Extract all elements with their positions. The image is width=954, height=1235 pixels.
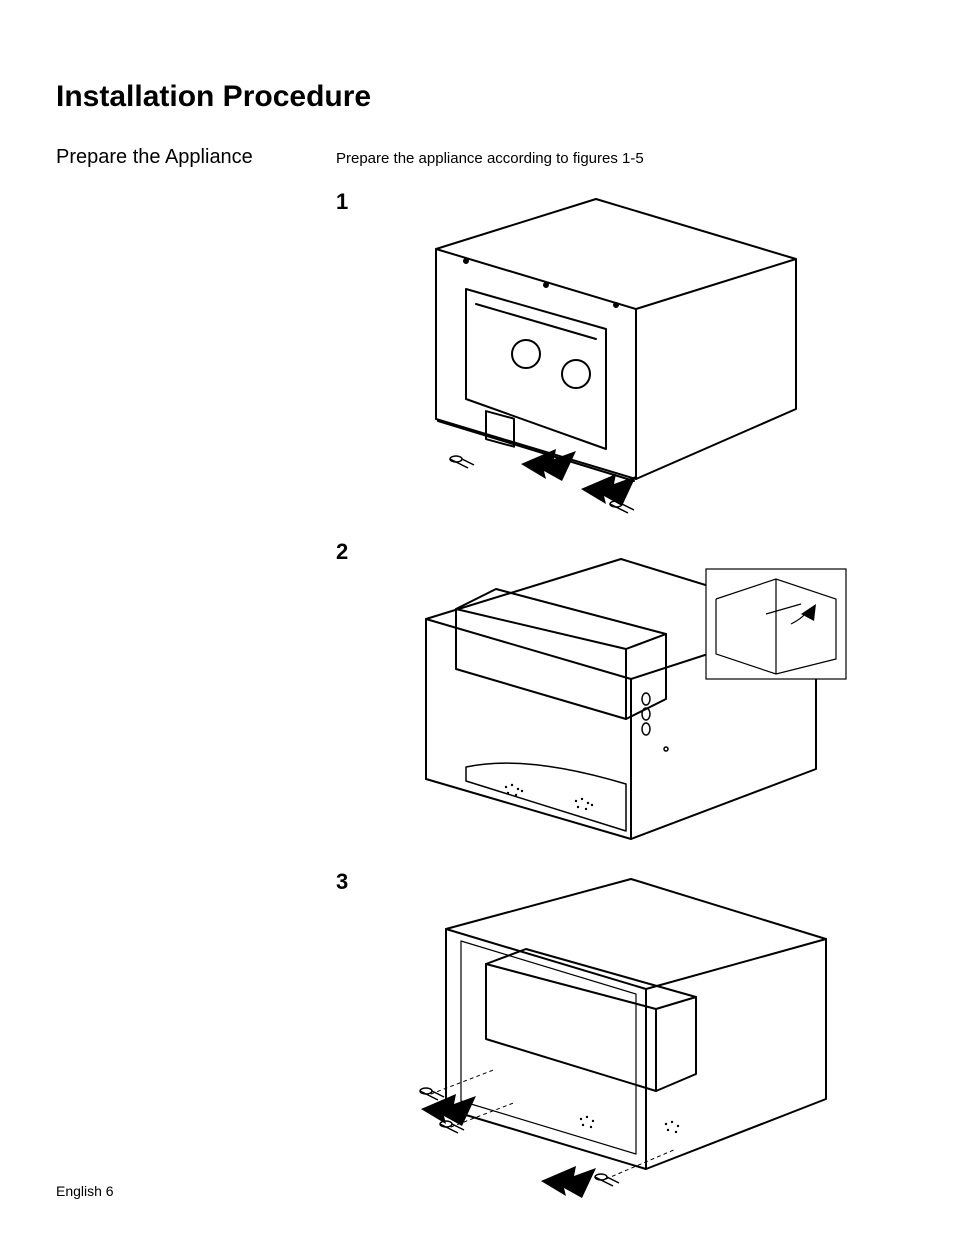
figure-1-diagram xyxy=(366,189,836,519)
page-footer: English 6 xyxy=(56,1183,114,1199)
figure-number: 1 xyxy=(336,189,348,215)
figure-number: 2 xyxy=(336,539,348,565)
figure-1: 1 xyxy=(336,189,898,519)
figure-3: 3 xyxy=(336,869,898,1199)
page-title: Installation Procedure xyxy=(56,80,898,114)
instruction-row: Prepare the Appliance Prepare the applia… xyxy=(56,146,898,169)
figure-number: 3 xyxy=(336,869,348,895)
figure-3-diagram xyxy=(366,869,866,1199)
figure-column: 1 xyxy=(336,189,898,1199)
section-subheading: Prepare the Appliance xyxy=(56,146,296,169)
figure-2: 2 xyxy=(336,539,898,849)
figure-2-diagram xyxy=(366,539,866,849)
document-page: Installation Procedure Prepare the Appli… xyxy=(0,0,954,1235)
instruction-text: Prepare the appliance according to figur… xyxy=(336,150,644,167)
